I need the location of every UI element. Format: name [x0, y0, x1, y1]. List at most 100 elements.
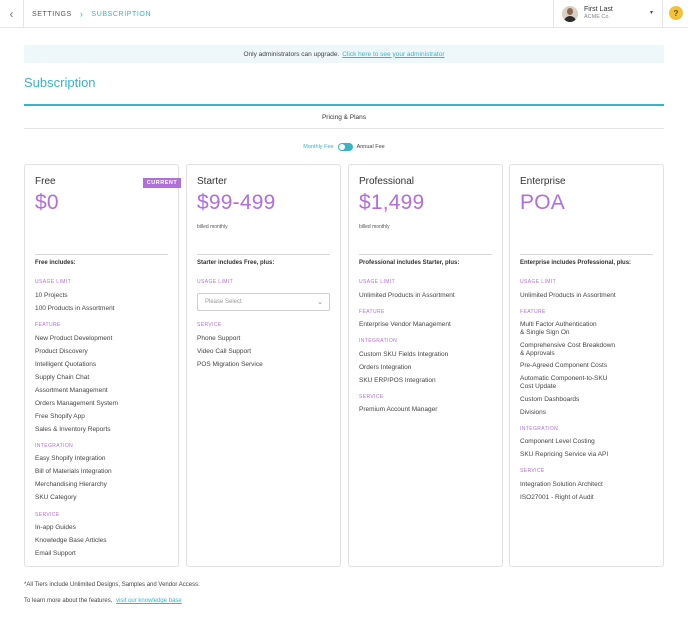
list-item: Multi Factor Authentication	[520, 321, 597, 328]
feature-label: FEATURE	[520, 309, 546, 315]
chevron-down-icon: ⌄	[317, 299, 323, 306]
plan-includes: Starter includes Free, plus:	[197, 260, 275, 266]
chevron-down-icon: ▾	[650, 10, 654, 16]
admin-notice: Only administrators can upgrade. Click h…	[24, 45, 664, 63]
integration-label: INTEGRATION	[520, 426, 559, 432]
list-item: SKU ERP/POS Integration	[359, 377, 436, 384]
plan-price: $99-499	[197, 191, 276, 214]
card-divider	[520, 254, 653, 255]
usage-limit-select[interactable]: Please Select ⌄	[197, 293, 330, 311]
plan-includes: Free includes:	[35, 260, 76, 266]
user-menu[interactable]: First Last ACME Co. ▾	[553, 0, 663, 28]
knowledge-base-link[interactable]: visit our knowledge base	[116, 598, 182, 604]
list-item: Custom SKU Fields Integration	[359, 351, 449, 358]
plan-name: Starter	[197, 176, 228, 187]
list-item: Video Call Support	[197, 348, 252, 355]
plan-price: $1,499	[359, 191, 425, 214]
list-item: Knowledge Base Articles	[35, 537, 107, 544]
list-item: Unlimited Products in Assortment	[359, 292, 455, 299]
pricing-plans-heading: Pricing & Plans	[321, 114, 367, 121]
list-item: Enterprise Vendor Management	[359, 321, 451, 328]
list-item: Comprehensive Cost Breakdown	[520, 342, 616, 349]
user-company: ACME Co.	[584, 14, 610, 20]
list-item: SKU Category	[35, 494, 77, 501]
billing-period: billed monthly	[197, 224, 228, 230]
breadcrumb-settings[interactable]: SETTINGS	[32, 10, 72, 18]
list-item: Unlimited Products in Assortment	[520, 292, 616, 299]
list-item: Free Shopify App	[35, 413, 85, 420]
list-item: Email Support	[35, 550, 76, 557]
admin-link[interactable]: Click here to see your administrator	[342, 50, 445, 58]
user-name: First Last	[584, 6, 613, 13]
plan-price: $0	[35, 191, 59, 214]
title-divider	[24, 104, 664, 106]
current-plan-badge: CURRENT	[143, 178, 181, 188]
list-item: Component Level Costing	[520, 438, 595, 445]
plan-card-starter: Starter $99-499 billed monthly Starter i…	[186, 164, 341, 567]
list-item: Bill of Materials Integration	[35, 468, 112, 475]
usage-limit-label: USAGE LIMIT	[359, 279, 396, 285]
list-item: Easy Shopify Integration	[35, 455, 106, 462]
list-item: Assortment Management	[35, 387, 108, 394]
plan-card-professional: Professional $1,499 billed monthly Profe…	[348, 164, 503, 567]
plan-price: POA	[520, 191, 565, 214]
list-item: 100 Products in Assortment	[35, 305, 115, 312]
feature-label: FEATURE	[35, 322, 61, 328]
list-item: SKU Repricing Service via API	[520, 451, 609, 458]
notice-text: Only administrators can upgrade.	[243, 50, 340, 58]
list-item: 10 Projects	[35, 292, 68, 299]
plan-card-free: Free $0 Free includes: USAGE LIMIT 10 Pr…	[24, 164, 179, 567]
list-item: Merchandising Hierarchy	[35, 481, 107, 488]
list-item: Custom Dashboards	[520, 396, 580, 403]
list-item: ISO27001 - Right of Audit	[520, 494, 594, 501]
breadcrumb-subscription: SUBSCRIPTION	[91, 10, 152, 18]
service-label: SERVICE	[35, 512, 60, 518]
usage-limit-label: USAGE LIMIT	[520, 279, 557, 285]
billing-switch[interactable]	[337, 143, 353, 151]
list-item: Integration Solution Architect	[520, 481, 603, 488]
integration-label: INTEGRATION	[35, 443, 74, 449]
plan-card-enterprise: Enterprise POA Enterprise includes Profe…	[509, 164, 664, 567]
list-item: Intelligent Quotations	[35, 361, 97, 368]
service-label: SERVICE	[197, 322, 222, 328]
list-item: Divisions	[520, 409, 547, 416]
breadcrumb: SETTINGS › SUBSCRIPTION	[32, 0, 151, 28]
service-label: SERVICE	[359, 394, 384, 400]
list-item: Pre-Agreed Component Costs	[520, 362, 608, 369]
list-item: Premium Account Manager	[359, 406, 438, 413]
usage-limit-label: USAGE LIMIT	[197, 279, 234, 285]
billing-toggle: Monthly Fee Annual Fee	[0, 143, 688, 151]
list-item: & Single Sign On	[520, 329, 570, 336]
list-item: Orders Integration	[359, 364, 412, 371]
help-button[interactable]: ?	[669, 6, 683, 20]
list-item: In-app Guides	[35, 524, 76, 531]
top-bar: ‹ SETTINGS › SUBSCRIPTION First Last ACM…	[0, 0, 688, 28]
integration-label: INTEGRATION	[359, 338, 398, 344]
card-divider	[197, 254, 330, 255]
service-label: SERVICE	[520, 468, 545, 474]
select-placeholder: Please Select	[205, 299, 242, 305]
page-title: Subscription	[24, 75, 96, 90]
list-item: Phone Support	[197, 335, 241, 342]
card-divider	[35, 254, 168, 255]
list-item: New Product Development	[35, 335, 113, 342]
usage-limit-label: USAGE LIMIT	[35, 279, 72, 285]
back-button[interactable]: ‹	[0, 0, 24, 28]
list-item: Cost Update	[520, 383, 557, 390]
plan-name: Free	[35, 176, 56, 187]
plan-name: Professional	[359, 176, 415, 187]
list-item: Orders Management System	[35, 400, 119, 407]
subtitle-divider	[24, 128, 664, 129]
list-item: Sales & Inventory Reports	[35, 426, 111, 433]
plan-includes: Professional includes Starter, plus:	[359, 260, 460, 266]
list-item: Product Discovery	[35, 348, 88, 355]
list-item: Automatic Component-to-SKU	[520, 375, 608, 382]
list-item: POS Migration Service	[197, 361, 263, 368]
chevron-right-icon: ›	[79, 9, 84, 19]
list-item: & Approvals	[520, 350, 555, 357]
list-item: Supply Chain Chat	[35, 374, 90, 381]
plan-name: Enterprise	[520, 176, 566, 187]
learn-more-text: To learn more about the features,	[24, 598, 113, 604]
billing-period: billed monthly	[359, 224, 390, 230]
card-divider	[359, 254, 492, 255]
